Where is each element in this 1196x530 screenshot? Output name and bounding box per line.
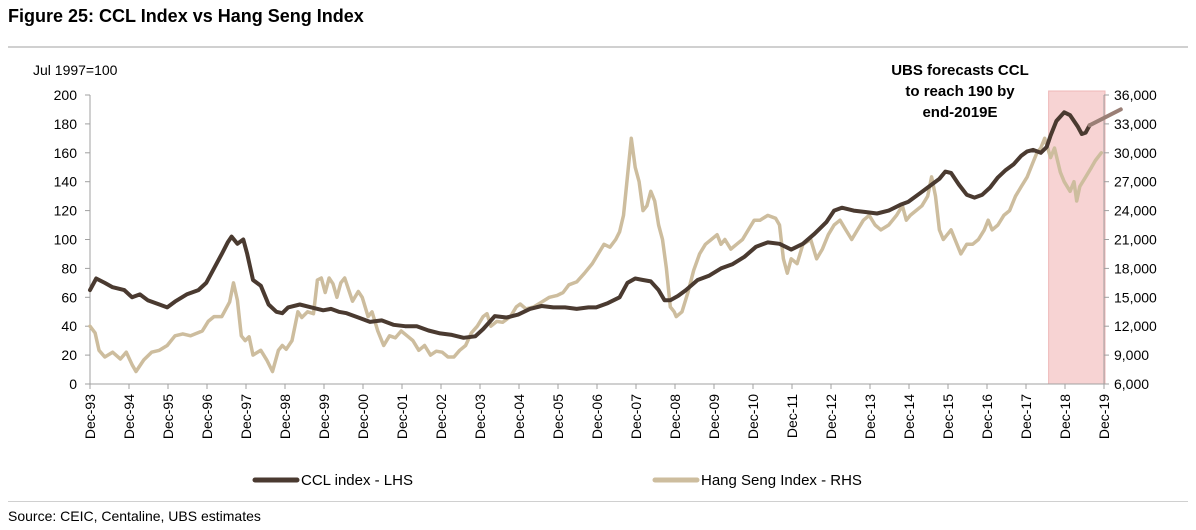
lhs-tick-label: 0 [69,376,77,392]
x-tick-label: Dec-18 [1057,394,1073,439]
rhs-tick-label: 21,000 [1114,232,1157,248]
rhs-tick-label: 18,000 [1114,260,1157,276]
x-tick-label: Dec-99 [316,394,332,439]
x-tick-label: Dec-01 [394,394,410,439]
chart: 0 20 40 60 80 100 120 140 160 180 200 6,000 9,000 12,… [33,62,1157,489]
rhs-tick-label: 33,000 [1114,116,1157,132]
x-tick-label: Dec-04 [511,394,527,439]
x-tick-label: Dec-06 [589,394,605,439]
rhs-tick-label: 30,000 [1114,145,1157,161]
x-tick-label: Dec-10 [745,394,761,439]
x-tick-label: Dec-14 [901,394,917,439]
x-tick-label: Dec-03 [472,394,488,439]
rhs-tick-label: 12,000 [1114,318,1157,334]
x-tick-label: Dec-02 [433,394,449,439]
figure-title: Figure 25: CCL Index vs Hang Seng Index [8,6,364,26]
rhs-tick-label: 15,000 [1114,289,1157,305]
lhs-tick-label: 160 [54,145,78,161]
x-tick-label: Dec-08 [667,394,683,439]
lhs-tick-label: 200 [54,87,78,103]
x-tick-label: Dec-16 [979,394,995,439]
x-tick-label: Dec-96 [199,394,215,439]
rhs-tick-label: 6,000 [1114,376,1149,392]
ccl-forecast-line [1087,107,1123,128]
ccl-index-line [88,110,1092,340]
lhs-unit-label: Jul 1997=100 [33,62,118,78]
x-tick-label: Dec-94 [121,394,137,439]
hang-seng-index-line [88,136,1104,374]
x-tick-label: Dec-05 [550,394,566,439]
lhs-tick-label: 100 [54,232,78,248]
x-tick-label: Dec-93 [82,394,98,439]
legend-hang-seng-label: Hang Seng Index - RHS [701,472,862,489]
footer-rule [8,501,1188,502]
x-tick-label: Dec-15 [940,394,956,439]
forecast-annotation-line: to reach 190 by [905,83,1015,100]
x-tick-label: Dec-19 [1096,394,1112,439]
lhs-tick-label: 80 [61,260,77,276]
title-rule [8,46,1188,48]
x-tick-label: Dec-13 [862,394,878,439]
rhs-tick-label: 36,000 [1114,87,1157,103]
lhs-tick-label: 140 [54,174,78,190]
rhs-tick-label: 27,000 [1114,174,1157,190]
x-tick-label: Dec-12 [823,394,839,439]
x-tick-label: Dec-97 [238,394,254,439]
lhs-tick-label: 60 [61,289,77,305]
forecast-band [1048,90,1106,385]
x-tick-label: Dec-07 [628,394,644,439]
legend-ccl-label: CCL index - LHS [301,472,413,489]
lhs-tick-label: 120 [54,203,78,219]
lhs-tick-label: 20 [61,347,77,363]
x-tick-label: Dec-00 [355,394,371,439]
rhs-tick-label: 9,000 [1114,347,1149,363]
lhs-tick-label: 40 [61,318,77,334]
source-note: Source: CEIC, Centaline, UBS estimates [8,508,261,524]
x-tick-label: Dec-09 [706,394,722,439]
rhs-tick-label: 24,000 [1114,203,1157,219]
lhs-tick-label: 180 [54,116,78,132]
x-tick-label: Dec-98 [277,394,293,439]
forecast-annotation-line: UBS forecasts CCL [891,62,1029,79]
x-tick-label: Dec-11 [784,394,800,438]
forecast-annotation-line: end-2019E [922,104,997,121]
x-tick-label: Dec-95 [160,394,176,439]
x-tick-label: Dec-17 [1018,394,1034,439]
